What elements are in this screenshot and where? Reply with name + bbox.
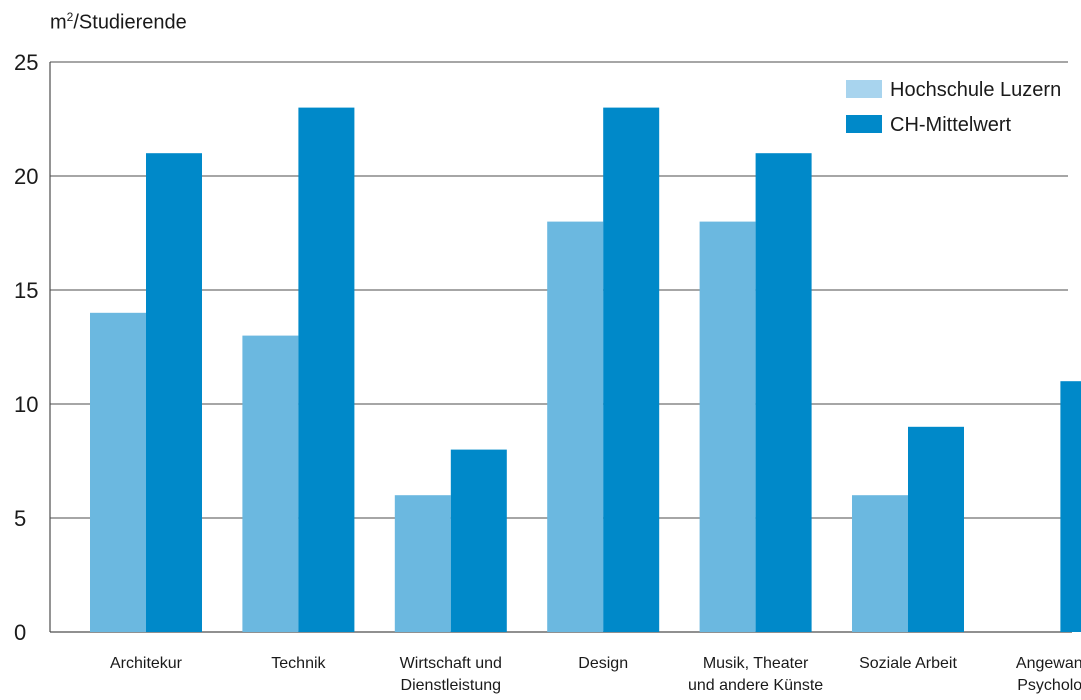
legend-swatch: [846, 115, 882, 133]
x-tick-label: Psychologie: [1017, 677, 1081, 694]
y-tick-label: 10: [14, 392, 38, 417]
y-tick-label: 5: [14, 506, 26, 531]
legend-label: CH-Mittelwert: [890, 114, 1012, 136]
bar-ch-mittelwert: [1060, 381, 1081, 632]
bar-hochschule-luzern: [852, 495, 908, 632]
bar-hochschule-luzern: [699, 221, 756, 632]
bar-hochschule-luzern: [242, 335, 299, 632]
bar-hochschule-luzern: [90, 312, 146, 632]
bar-hochschule-luzern: [547, 221, 604, 632]
bar-ch-mittelwert: [755, 153, 812, 632]
x-tick-label: Architekur: [110, 655, 183, 672]
bar-ch-mittelwert: [298, 107, 355, 633]
legend-label: Hochschule Luzern: [890, 79, 1061, 101]
y-tick-label: 20: [14, 164, 38, 189]
y-tick-label: 25: [14, 50, 38, 75]
x-tick-label: Soziale Arbeit: [859, 655, 957, 672]
y-tick-label: 0: [14, 620, 26, 645]
bar-ch-mittelwert: [603, 107, 660, 633]
x-tick-label: Wirtschaft und: [400, 655, 502, 672]
x-tick-label: Technik: [271, 655, 326, 672]
x-tick-label: Musik, Theater: [703, 655, 809, 672]
legend-swatch: [846, 80, 882, 98]
bar-ch-mittelwert: [908, 426, 964, 632]
x-tick-label: Angewandte: [1016, 655, 1081, 672]
y-tick-label: 15: [14, 278, 38, 303]
x-tick-label: und andere Künste: [688, 677, 823, 694]
y-axis-label: m2/Studierende: [50, 10, 187, 34]
bar-ch-mittelwert: [450, 449, 507, 632]
bar-ch-mittelwert: [146, 153, 202, 632]
x-tick-label: Design: [578, 655, 628, 672]
bar-hochschule-luzern: [394, 495, 451, 632]
x-tick-label: Dienstleistung: [401, 677, 502, 694]
